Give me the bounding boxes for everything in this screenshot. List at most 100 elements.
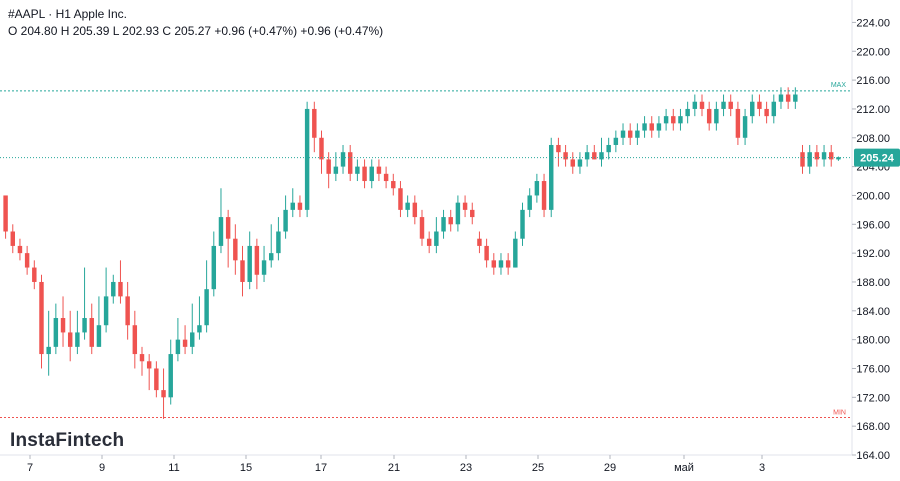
candle-body-up bbox=[584, 152, 590, 160]
ohlc-readout: O 204.80 H 205.39 L 202.93 C 205.27 +0.9… bbox=[8, 24, 384, 38]
candle-body-up bbox=[721, 101, 726, 109]
price-tick-label: 168.00 bbox=[856, 421, 890, 433]
candle-body-down bbox=[118, 281, 123, 297]
price-tick-label: 200.00 bbox=[856, 190, 890, 202]
candle-body-up bbox=[577, 159, 583, 167]
current-price-label: 205.24 bbox=[860, 153, 895, 165]
candle-body-down bbox=[570, 159, 575, 167]
time-tick-label: 11 bbox=[168, 462, 179, 474]
candle-body-down bbox=[319, 137, 324, 160]
candle-body-down bbox=[60, 318, 66, 333]
candle-body-up bbox=[441, 217, 446, 232]
time-tick-label: 17 bbox=[315, 462, 327, 474]
candle-body-down bbox=[376, 166, 382, 174]
time-tick-label: 7 bbox=[27, 462, 33, 474]
candle-body-up bbox=[355, 166, 360, 174]
candle-body-down bbox=[383, 173, 389, 182]
candle-body-up bbox=[247, 245, 252, 282]
candle-body-down bbox=[448, 217, 453, 225]
candle-body-down bbox=[699, 101, 705, 109]
candle-body-down bbox=[3, 195, 8, 232]
price-tick-label: 184.00 bbox=[856, 306, 890, 318]
candle-body-down bbox=[362, 166, 367, 182]
candle-body-down bbox=[398, 188, 403, 210]
candle-body-down bbox=[491, 260, 497, 268]
candle-body-down bbox=[800, 152, 805, 167]
candle-body-down bbox=[462, 202, 468, 210]
candle-body-up bbox=[369, 166, 374, 182]
candle-body-down bbox=[139, 354, 145, 362]
candle-body-up bbox=[455, 202, 461, 225]
candle-body-up bbox=[821, 152, 827, 160]
time-tick-label: май bbox=[674, 462, 694, 474]
candle-body-down bbox=[182, 339, 188, 347]
candle-body-up bbox=[96, 325, 102, 347]
candle-body-up bbox=[269, 253, 274, 261]
candle-body-down bbox=[785, 94, 791, 102]
candle-body-down bbox=[757, 101, 762, 109]
candle-body-down bbox=[627, 130, 633, 138]
candle-body-down bbox=[671, 116, 676, 124]
chart-legend: #AAPL · H1 Apple Inc. O 204.80 H 205.39 … bbox=[8, 6, 383, 40]
candle-body-down bbox=[347, 152, 353, 174]
candle-body-down bbox=[67, 332, 73, 347]
candle-body-up bbox=[261, 260, 267, 275]
time-tick-label: 9 bbox=[99, 462, 105, 474]
candle-body-down bbox=[10, 231, 15, 246]
candle-body-up bbox=[750, 101, 755, 117]
candle-body-down bbox=[297, 202, 303, 210]
price-tick-label: 216.00 bbox=[856, 75, 890, 87]
candle-body-down bbox=[541, 181, 547, 210]
candle-body-up bbox=[793, 94, 798, 102]
candle-body-down bbox=[233, 238, 238, 261]
current-price-badge bbox=[854, 148, 900, 167]
candle-body-down bbox=[592, 152, 597, 160]
price-tick-label: 176.00 bbox=[856, 363, 890, 375]
candle-body-up bbox=[742, 116, 748, 138]
candle-body-down bbox=[412, 202, 418, 218]
candle-body-down bbox=[556, 144, 561, 153]
candle-body-down bbox=[161, 390, 166, 398]
candle-body-down bbox=[24, 253, 30, 268]
candle-body-up bbox=[218, 217, 224, 246]
candle-body-down bbox=[391, 181, 396, 189]
candle-body-down bbox=[764, 108, 769, 117]
price-tick-label: 172.00 bbox=[856, 392, 890, 404]
candle-body-up bbox=[807, 152, 812, 167]
candle-body-up bbox=[599, 152, 604, 160]
candle-body-down bbox=[829, 152, 834, 160]
min-label: MIN bbox=[833, 410, 846, 417]
candle-body-down bbox=[735, 108, 741, 138]
price-tick-label: 212.00 bbox=[856, 104, 890, 116]
candle-body-up bbox=[836, 157, 841, 160]
candle-body-up bbox=[635, 130, 640, 138]
symbol-title: #AAPL · H1 Apple Inc. bbox=[8, 7, 127, 21]
candle-body-up bbox=[103, 296, 109, 326]
time-tick-label: 25 bbox=[532, 462, 544, 474]
candle-body-up bbox=[204, 289, 209, 326]
candle-body-down bbox=[132, 325, 138, 355]
candle-body-up bbox=[211, 245, 217, 290]
candle-body-down bbox=[728, 101, 733, 109]
candle-body-up bbox=[190, 332, 195, 347]
candle-body-down bbox=[17, 245, 23, 254]
candle-body-down bbox=[470, 209, 475, 218]
price-tick-label: 180.00 bbox=[856, 335, 890, 347]
candle-body-up bbox=[82, 318, 87, 333]
candle-body-down bbox=[563, 152, 568, 160]
candle-body-down bbox=[484, 245, 489, 261]
candle-body-up bbox=[53, 318, 59, 347]
candle-body-up bbox=[333, 166, 339, 174]
candle-body-up bbox=[46, 346, 51, 355]
candle-body-down bbox=[125, 296, 130, 326]
candle-body-up bbox=[778, 94, 784, 102]
candle-body-up bbox=[534, 181, 540, 196]
candle-body-up bbox=[613, 137, 619, 145]
candle-body-up bbox=[111, 281, 116, 297]
price-tick-label: 208.00 bbox=[856, 133, 890, 145]
price-tick-label: 188.00 bbox=[856, 277, 890, 289]
candle-body-down bbox=[254, 245, 260, 275]
instafintech-logo: InstaFintech bbox=[10, 430, 124, 452]
